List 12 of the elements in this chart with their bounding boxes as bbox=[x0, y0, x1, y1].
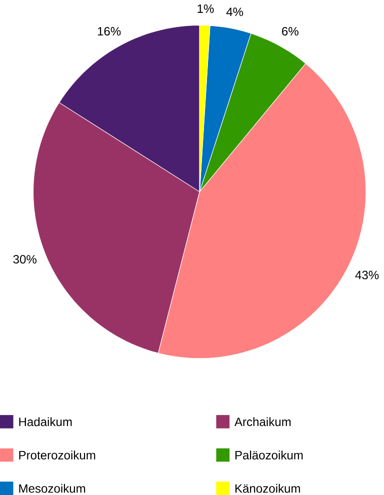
legend-label: Archaikum bbox=[234, 417, 291, 426]
data-label: 43% bbox=[355, 270, 379, 280]
data-label: 1% bbox=[198, 4, 214, 13]
data-label: 6% bbox=[282, 26, 299, 36]
legend-label: Proterozoikum bbox=[19, 450, 96, 460]
legend-label: Hadaikum bbox=[19, 417, 72, 426]
data-label: 30% bbox=[13, 255, 37, 264]
legend-label: Känozoikum bbox=[236, 484, 300, 493]
data-label: 4% bbox=[226, 8, 244, 16]
legend-label: Paläozoikum bbox=[236, 450, 303, 460]
legend-label: Mesozoikum bbox=[19, 484, 86, 493]
data-label: 16% bbox=[98, 26, 121, 36]
